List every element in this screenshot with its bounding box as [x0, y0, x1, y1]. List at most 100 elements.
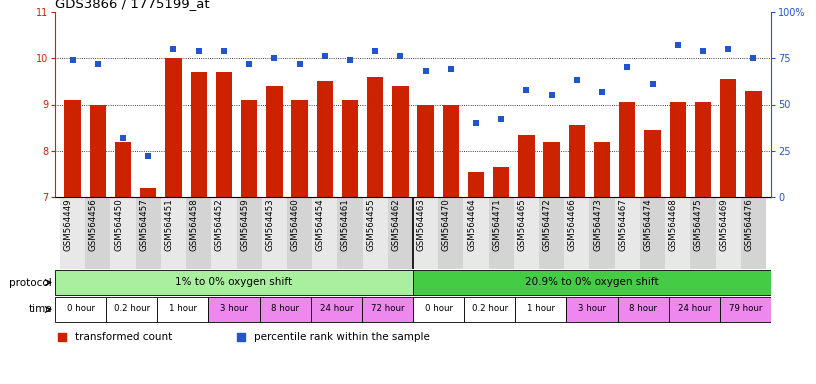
Text: 3 hour: 3 hour [220, 305, 248, 313]
Bar [489, 197, 514, 269]
Point [747, 55, 760, 61]
Bar [690, 197, 716, 269]
Text: GSM564468: GSM564468 [669, 199, 678, 251]
Bar [115, 141, 131, 197]
Bar [619, 102, 636, 197]
Bar [569, 125, 585, 197]
Bar [60, 197, 85, 269]
Bar [361, 297, 413, 322]
Bar [241, 100, 257, 197]
Bar [317, 81, 333, 197]
Bar [266, 86, 282, 197]
Point [646, 81, 659, 87]
Bar [514, 197, 539, 269]
Bar [720, 79, 736, 197]
Bar [640, 197, 665, 269]
Text: 24 hour: 24 hour [677, 305, 711, 313]
Bar [135, 197, 161, 269]
Text: GSM564459: GSM564459 [240, 199, 249, 251]
Text: GSM564467: GSM564467 [619, 199, 628, 251]
Bar [291, 100, 308, 197]
Bar [413, 197, 438, 269]
Text: GSM564460: GSM564460 [290, 199, 299, 251]
Bar [589, 197, 614, 269]
Point [318, 53, 331, 60]
Bar [413, 270, 771, 295]
Point [419, 68, 432, 74]
Text: GSM564473: GSM564473 [593, 199, 602, 251]
Text: GSM564451: GSM564451 [165, 199, 174, 251]
Bar [313, 197, 337, 269]
Text: GSM564475: GSM564475 [694, 199, 703, 251]
Text: GSM564465: GSM564465 [517, 199, 526, 251]
Text: 0 hour: 0 hour [424, 305, 453, 313]
Bar [442, 104, 459, 197]
Point [268, 55, 281, 61]
Bar [90, 104, 106, 197]
Text: GSM564469: GSM564469 [719, 199, 728, 251]
Point [570, 78, 583, 84]
Bar [594, 141, 610, 197]
Text: GSM564471: GSM564471 [492, 199, 501, 251]
Text: 8 hour: 8 hour [271, 305, 299, 313]
Text: GSM564453: GSM564453 [265, 199, 274, 251]
Bar [614, 197, 640, 269]
Bar [669, 297, 720, 322]
Bar [392, 86, 409, 197]
Point [117, 135, 130, 141]
Text: GSM564472: GSM564472 [543, 199, 552, 251]
Text: 3 hour: 3 hour [578, 305, 606, 313]
Bar [464, 297, 515, 322]
Point [444, 66, 457, 73]
Text: GSM564462: GSM564462 [392, 199, 401, 251]
Bar [515, 297, 566, 322]
Text: time: time [29, 305, 52, 314]
Bar [237, 197, 262, 269]
Bar [55, 297, 106, 322]
Bar [166, 58, 182, 197]
Point [596, 88, 609, 94]
Bar [362, 197, 388, 269]
Point [520, 87, 533, 93]
Point [142, 153, 155, 159]
Text: GSM564456: GSM564456 [89, 199, 98, 251]
Bar [367, 77, 384, 197]
Bar [720, 297, 771, 322]
Bar [618, 297, 669, 322]
Text: 1 hour: 1 hour [527, 305, 555, 313]
Point [721, 46, 734, 52]
Text: GSM564455: GSM564455 [366, 199, 375, 251]
Bar [741, 197, 766, 269]
Text: 24 hour: 24 hour [320, 305, 353, 313]
Text: GSM564476: GSM564476 [744, 199, 753, 251]
Bar [311, 297, 361, 322]
Bar [140, 188, 157, 197]
Bar [186, 197, 211, 269]
Text: 0 hour: 0 hour [67, 305, 95, 313]
Point [344, 57, 357, 63]
Point [242, 61, 255, 67]
Bar [565, 197, 589, 269]
Bar [262, 197, 287, 269]
Bar [215, 72, 232, 197]
Bar [645, 130, 661, 197]
Text: 0.2 hour: 0.2 hour [113, 305, 150, 313]
Bar [566, 297, 618, 322]
Bar [342, 100, 358, 197]
Text: 0.2 hour: 0.2 hour [472, 305, 508, 313]
Bar [539, 197, 565, 269]
Text: GSM564461: GSM564461 [341, 199, 350, 251]
Text: 8 hour: 8 hour [629, 305, 657, 313]
Text: 79 hour: 79 hour [729, 305, 762, 313]
Bar [337, 197, 362, 269]
Text: 72 hour: 72 hour [370, 305, 404, 313]
Point [621, 65, 634, 71]
Point [193, 48, 206, 54]
Point [293, 61, 306, 67]
Text: GSM564464: GSM564464 [467, 199, 476, 251]
Text: 1% to 0% oxygen shift: 1% to 0% oxygen shift [175, 277, 293, 287]
Bar [64, 100, 81, 197]
Point [545, 92, 558, 98]
Text: 20.9% to 0% oxygen shift: 20.9% to 0% oxygen shift [526, 277, 659, 287]
Text: transformed count: transformed count [75, 333, 172, 343]
